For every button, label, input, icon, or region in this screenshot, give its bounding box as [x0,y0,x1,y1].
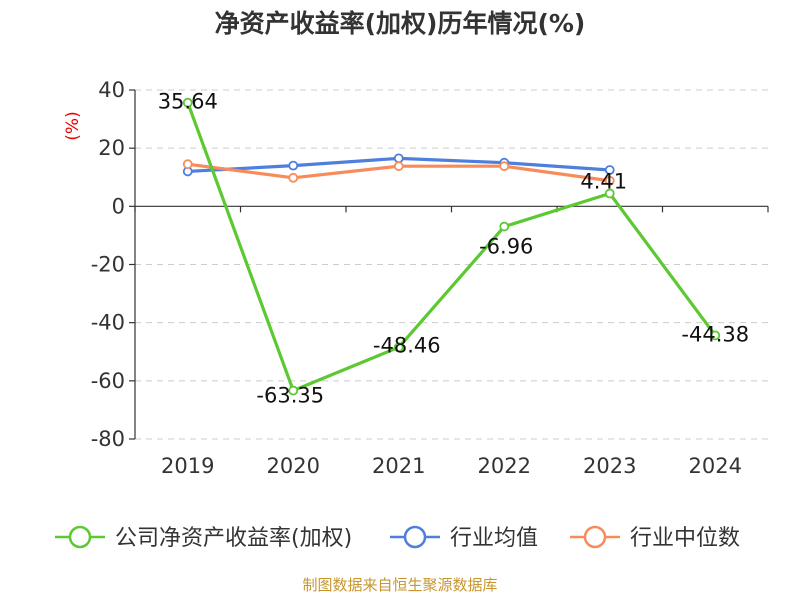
series-point-0 [288,385,299,396]
data-label-2024: -44.38 [681,322,749,346]
series-point-2 [288,172,299,183]
legend: 公司净资产收益率(加权) 行业均值 行业中位数 [55,525,740,551]
y-tick-label: -80 [91,427,125,451]
y-tick-label: 0 [112,194,125,218]
x-tick-label: 2020 [267,454,320,478]
series-point-0 [710,330,721,341]
series-point-2 [499,161,510,172]
x-tick-label: 2022 [478,454,531,478]
data-label-2021: -48.46 [373,333,441,357]
y-tick-label: 40 [98,78,125,102]
x-tick-label: 2023 [583,454,636,478]
data-label-2023: 4.41 [580,170,627,194]
x-tick-label: 2021 [372,454,425,478]
y-axis-unit-label: (%) [63,111,83,140]
axes: 40 20 0 -20 -40 -60 -80 2019 2020 2021 2022 2023 202… [91,78,769,478]
data-label-2019: 35.64 [158,90,218,114]
chart-title: 净资产收益率(加权)历年情况(%) [215,9,586,38]
series-point-1 [604,165,615,175]
series-point-0 [393,342,404,353]
series-point-0 [499,221,510,232]
series-point-1 [393,153,404,164]
series-point-1 [288,160,299,171]
grid-lines [135,89,768,440]
legend-label-2: 行业中位数 [630,526,740,551]
legend-marker-0 [68,525,92,549]
y-tick-label: -40 [91,311,125,335]
source-note: 制图数据来自恒生聚源数据库 [302,576,497,594]
data-labels: 35.64 -63.35 -48.46 -6.96 4.41 -44.38 [158,90,749,408]
series-point-2 [393,161,404,172]
legend-label-0: 公司净资产收益率(加权) [115,526,352,551]
series-point-2 [604,175,615,186]
data-label-2020: -63.35 [256,384,324,408]
legend-marker-1 [403,525,427,549]
series-point-0 [182,97,193,108]
y-tick-label: 20 [98,136,125,160]
legend-label-1: 行业均值 [450,526,538,551]
legend-marker-2 [583,525,607,549]
x-tick-label: 2024 [689,454,742,478]
series-point-0 [604,188,615,199]
series-line-0 [186,102,717,393]
series-point-2 [182,159,193,170]
x-tick-label: 2019 [161,454,214,478]
series-lines [182,97,721,396]
data-label-2022: -6.96 [479,235,533,259]
y-tick-label: -20 [91,253,125,277]
y-tick-label: -60 [91,369,125,393]
